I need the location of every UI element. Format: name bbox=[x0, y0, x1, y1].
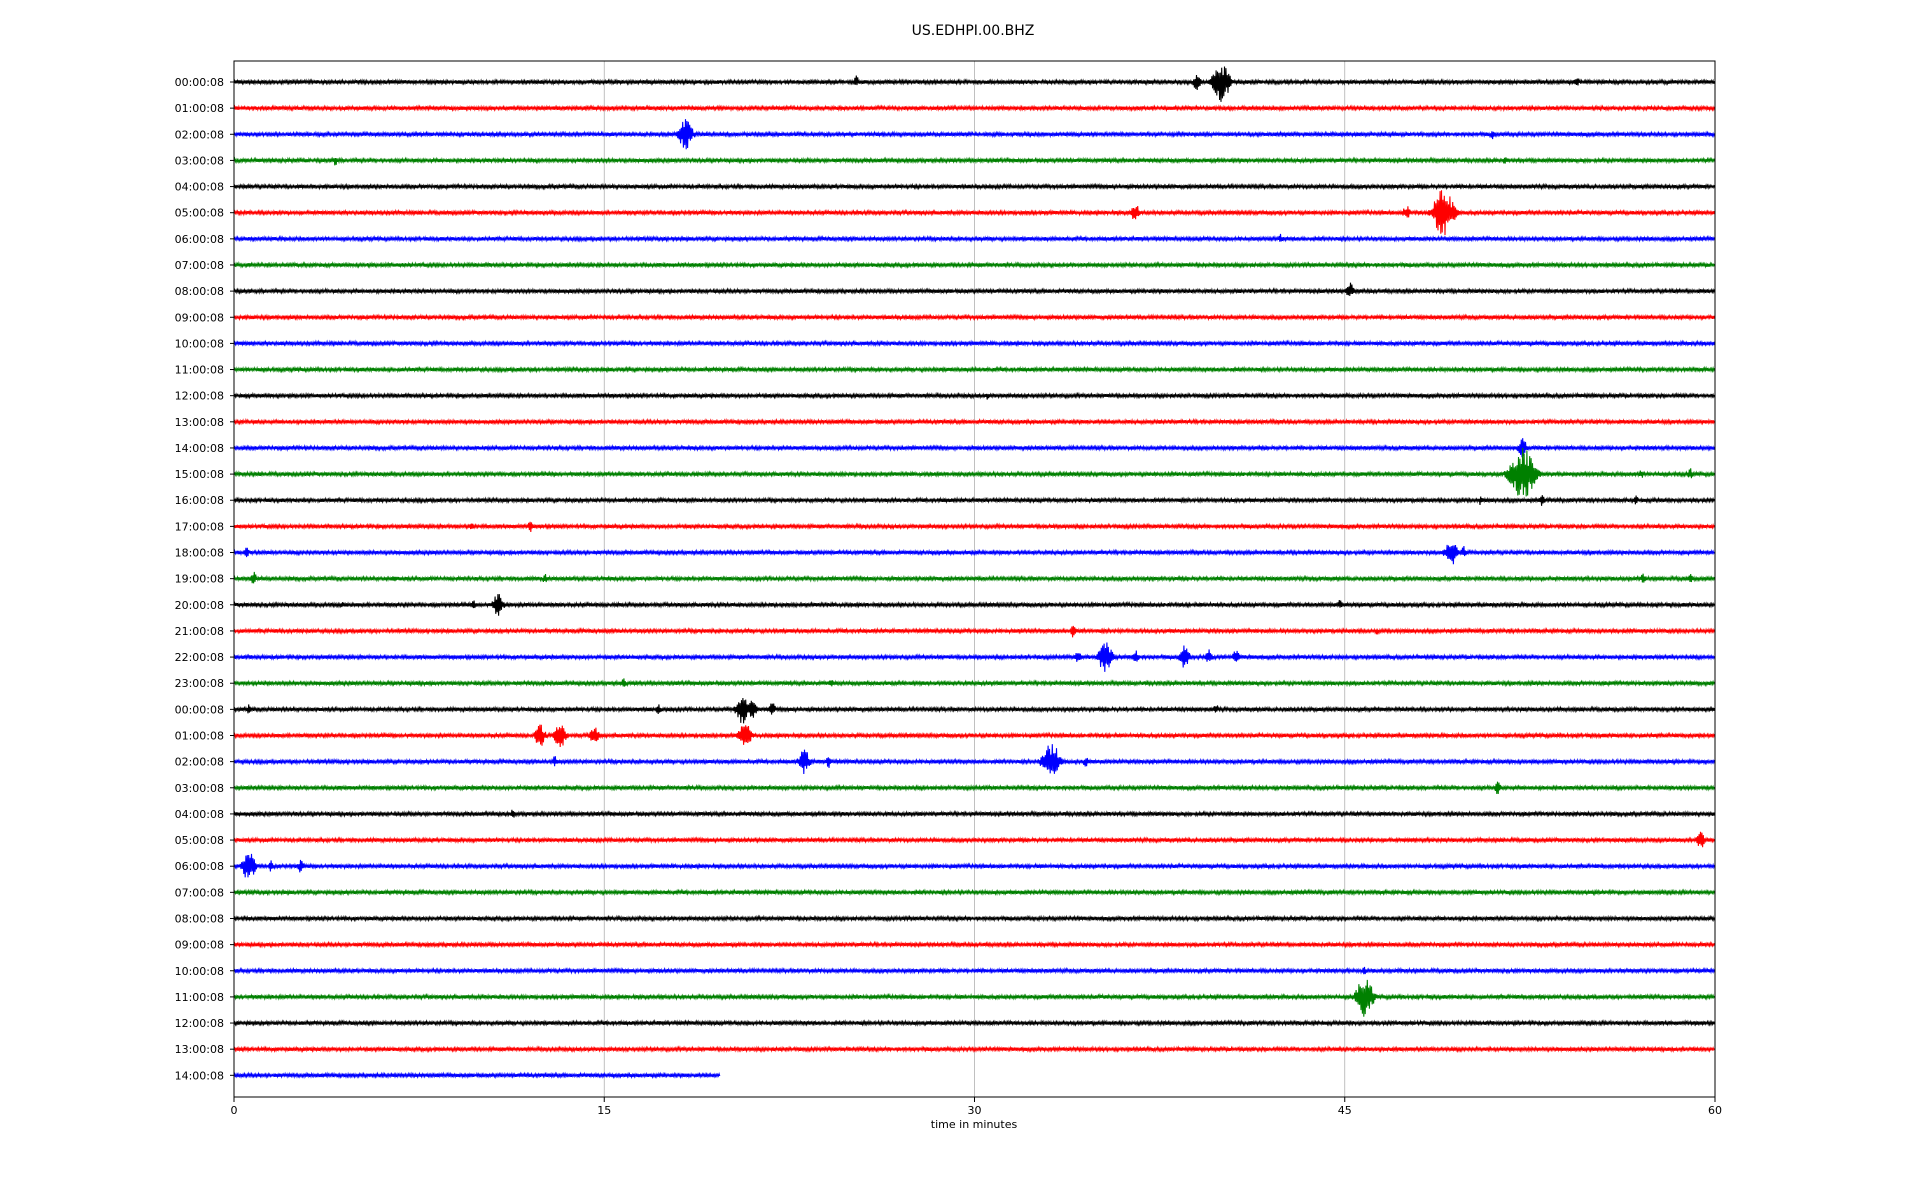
trace-line bbox=[233, 417, 1716, 426]
trace-line bbox=[233, 261, 1716, 269]
row-label: 21:00:08 bbox=[175, 625, 224, 638]
trace-line bbox=[233, 233, 1716, 243]
row-label: 02:00:08 bbox=[175, 756, 224, 769]
trace-line bbox=[233, 571, 1716, 584]
trace-line bbox=[233, 156, 1716, 166]
trace-line bbox=[233, 544, 1715, 565]
trace-group bbox=[233, 66, 1716, 1080]
row-label: 23:00:08 bbox=[175, 677, 224, 690]
trace-line bbox=[233, 495, 1716, 506]
trace-line bbox=[233, 104, 1716, 113]
row-label: 05:00:08 bbox=[175, 207, 224, 220]
trace-line bbox=[233, 190, 1716, 236]
trace-line bbox=[233, 119, 1716, 150]
trace-line bbox=[233, 853, 1716, 878]
row-label: 13:00:08 bbox=[175, 1043, 224, 1056]
trace-line bbox=[233, 781, 1716, 795]
row-label: 09:00:08 bbox=[175, 311, 224, 324]
trace-line bbox=[233, 888, 1716, 897]
row-label: 14:00:08 bbox=[175, 1069, 224, 1082]
row-label: 06:00:08 bbox=[175, 860, 224, 873]
trace-line bbox=[233, 678, 1716, 688]
row-label: 00:00:08 bbox=[175, 76, 224, 89]
trace-line bbox=[233, 809, 1716, 818]
row-label: 08:00:08 bbox=[175, 912, 224, 925]
row-label: 06:00:08 bbox=[175, 233, 224, 246]
trace-line bbox=[233, 940, 1716, 949]
row-label: 04:00:08 bbox=[175, 808, 224, 821]
trace-line bbox=[233, 438, 1716, 458]
row-label: 05:00:08 bbox=[175, 834, 224, 847]
row-label: 07:00:08 bbox=[175, 259, 224, 272]
trace-line bbox=[233, 1019, 1716, 1027]
row-label: 16:00:08 bbox=[175, 494, 224, 507]
chart-title: US.EDHPI.00.BHZ bbox=[912, 23, 1035, 39]
row-label: 14:00:08 bbox=[175, 442, 224, 455]
row-label: 11:00:08 bbox=[175, 364, 224, 377]
x-tick-label: 60 bbox=[1708, 1104, 1722, 1117]
row-label: 01:00:08 bbox=[175, 730, 224, 743]
trace-line bbox=[233, 447, 1716, 497]
row-label: 20:00:08 bbox=[175, 599, 224, 612]
trace-line bbox=[233, 282, 1716, 296]
trace-line bbox=[233, 697, 1716, 724]
row-label: 18:00:08 bbox=[175, 547, 224, 560]
trace-line bbox=[233, 182, 1716, 191]
trace-line bbox=[233, 1045, 1715, 1054]
trace-line bbox=[233, 521, 1716, 533]
trace-line bbox=[233, 724, 1716, 748]
trace-line bbox=[233, 625, 1716, 638]
trace-line bbox=[233, 1071, 721, 1080]
row-label: 11:00:08 bbox=[175, 991, 224, 1004]
trace-line bbox=[233, 391, 1716, 400]
row-label: 08:00:08 bbox=[175, 285, 224, 298]
x-axis-ticks: 0 15 30 45 60 bbox=[231, 1097, 1722, 1117]
row-label: 00:00:08 bbox=[175, 703, 224, 716]
trace-line bbox=[233, 642, 1716, 672]
row-label: 03:00:08 bbox=[175, 782, 224, 795]
row-label: 10:00:08 bbox=[175, 337, 224, 350]
row-label: 12:00:08 bbox=[175, 390, 224, 403]
row-label: 01:00:08 bbox=[175, 102, 224, 115]
trace-line bbox=[233, 313, 1716, 322]
x-tick-label: 45 bbox=[1338, 1104, 1352, 1117]
trace-line bbox=[233, 594, 1716, 616]
row-label: 12:00:08 bbox=[175, 1017, 224, 1030]
x-tick-label: 0 bbox=[231, 1104, 238, 1117]
row-label: 13:00:08 bbox=[175, 416, 224, 429]
row-label: 03:00:08 bbox=[175, 154, 224, 167]
row-label: 10:00:08 bbox=[175, 965, 224, 978]
row-label: 17:00:08 bbox=[175, 520, 224, 533]
row-label: 22:00:08 bbox=[175, 651, 224, 664]
trace-line bbox=[233, 66, 1716, 102]
trace-line bbox=[233, 914, 1716, 923]
trace-line bbox=[233, 339, 1716, 348]
trace-line bbox=[233, 831, 1716, 848]
row-label: 04:00:08 bbox=[175, 181, 224, 194]
row-labels: 00:00:08 01:00:08 02:00:08 03:00:08 04:00:08… bbox=[175, 76, 234, 1082]
row-label: 19:00:08 bbox=[175, 573, 224, 586]
row-label: 09:00:08 bbox=[175, 939, 224, 952]
row-label: 02:00:08 bbox=[175, 128, 224, 141]
x-tick-label: 15 bbox=[597, 1104, 611, 1117]
trace-line bbox=[233, 744, 1716, 775]
x-tick-label: 30 bbox=[968, 1104, 982, 1117]
row-label: 15:00:08 bbox=[175, 468, 224, 481]
row-label: 07:00:08 bbox=[175, 886, 224, 899]
trace-line bbox=[233, 365, 1716, 374]
trace-line bbox=[233, 979, 1716, 1017]
x-axis-label: time in minutes bbox=[931, 1118, 1018, 1131]
trace-line bbox=[233, 966, 1716, 975]
